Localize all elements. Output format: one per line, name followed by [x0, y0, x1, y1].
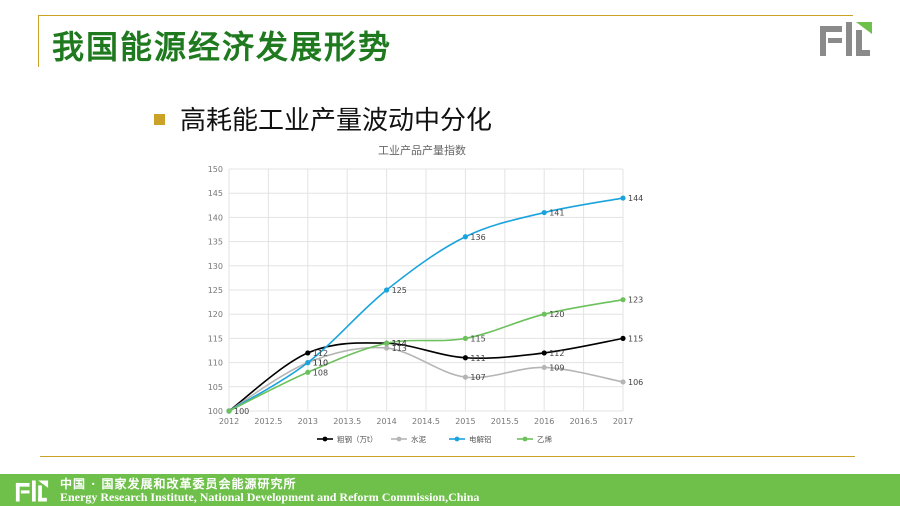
data-point	[620, 297, 626, 303]
y-tick-label: 115	[208, 334, 223, 343]
data-label: 125	[392, 286, 407, 295]
y-tick-label: 140	[208, 213, 223, 222]
y-tick-label: 100	[208, 407, 223, 416]
data-point	[226, 408, 232, 414]
header-rule	[38, 15, 853, 16]
x-tick-label: 2015.5	[491, 417, 519, 426]
x-tick-label: 2013	[298, 417, 318, 426]
legend-label: 乙烯	[537, 434, 552, 444]
data-label: 114	[392, 339, 407, 348]
data-label: 108	[313, 368, 328, 377]
footer-org-name-en: Energy Research Institute, National Deve…	[60, 490, 480, 504]
data-point	[620, 379, 626, 385]
x-tick-label: 2012	[219, 417, 239, 426]
x-tick-label: 2016.5	[570, 417, 598, 426]
legend-marker	[454, 436, 460, 442]
x-tick-label: 2013.5	[333, 417, 361, 426]
slide-title: 我国能源经济发展形势	[52, 28, 393, 66]
data-point	[462, 234, 468, 240]
bullet-marker	[154, 114, 165, 125]
data-label: 120	[549, 310, 564, 319]
header-rule-vertical	[38, 15, 39, 67]
x-tick-label: 2012.5	[254, 417, 282, 426]
legend-marker	[522, 436, 528, 442]
data-point	[305, 360, 311, 366]
institute-logo-icon	[820, 22, 872, 56]
y-tick-label: 145	[208, 189, 223, 198]
data-label: 136	[470, 233, 485, 242]
x-tick-label: 2014	[376, 417, 396, 426]
bottom-rule	[40, 456, 855, 457]
line-chart: 工业产品产量指数 100 105 110 115 120 125 130 135 140 145 1…	[208, 143, 644, 444]
chart: 工业产品产量指数 100 105 110 115 120 125 130 135 140 145 1…	[195, 138, 655, 450]
series-line	[228, 298, 624, 412]
data-label: 107	[470, 373, 485, 382]
data-label: 111	[470, 354, 485, 363]
data-point	[462, 335, 468, 341]
data-point	[305, 350, 311, 356]
y-tick-label: 110	[208, 359, 223, 368]
data-label: 109	[549, 363, 564, 372]
data-label: 100	[234, 407, 249, 416]
footer-org-name-cn: 中国 · 国家发展和改革委员会能源研究所	[60, 477, 297, 491]
data-label: 114	[392, 339, 407, 348]
chart-title: 工业产品产量指数	[378, 143, 466, 157]
footer-bar: 中国 · 国家发展和改革委员会能源研究所 Energy Research Ins…	[0, 474, 900, 506]
data-point	[462, 355, 468, 361]
bullet-text: 高耗能工业产量波动中分化	[180, 106, 493, 136]
series-line	[228, 337, 624, 412]
data-label: 141	[549, 209, 564, 218]
y-tick-label: 150	[208, 165, 223, 174]
data-point	[305, 369, 311, 375]
legend-label: 水泥	[411, 434, 426, 444]
legend-marker	[396, 436, 402, 442]
x-tick-label: 2016	[534, 417, 554, 426]
data-point	[541, 350, 547, 356]
y-tick-label: 120	[208, 310, 223, 319]
data-point	[541, 311, 547, 317]
y-tick-label: 130	[208, 262, 223, 271]
y-tick-label: 125	[208, 286, 223, 295]
data-point	[384, 340, 390, 346]
data-point	[462, 374, 468, 380]
data-label: 112	[549, 349, 564, 358]
data-label: 115	[628, 334, 643, 343]
data-label: 144	[628, 194, 643, 203]
data-label: 123	[628, 296, 643, 305]
data-point	[384, 287, 390, 293]
y-tick-label: 135	[208, 238, 223, 247]
data-label: 110	[313, 359, 328, 368]
data-point	[541, 364, 547, 371]
institute-logo-icon	[15, 480, 49, 502]
data-label: 106	[628, 378, 643, 387]
y-tick-label: 105	[208, 383, 223, 392]
data-label: 113	[392, 344, 407, 353]
data-point	[620, 195, 626, 201]
data-point	[620, 335, 626, 341]
data-label: 110	[313, 359, 328, 368]
data-label: 112	[313, 349, 328, 358]
legend-marker	[322, 436, 328, 442]
legend-label: 电解铝	[469, 434, 492, 444]
x-tick-label: 2017	[613, 417, 633, 426]
data-label: 115	[470, 334, 485, 343]
legend-label: 粗钢（万t）	[337, 434, 377, 444]
data-point	[384, 345, 390, 351]
x-tick-label: 2015	[455, 417, 475, 426]
x-tick-label: 2014.5	[412, 417, 440, 426]
data-point	[541, 209, 547, 216]
